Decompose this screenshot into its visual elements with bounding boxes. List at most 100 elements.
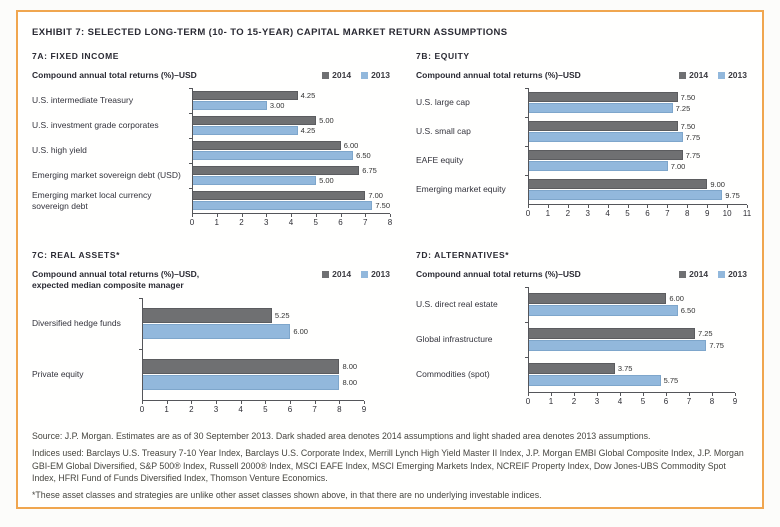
bar-2013 bbox=[143, 375, 340, 391]
chart-subtitle-row: Compound annual total returns (%)–USD 201… bbox=[416, 269, 747, 280]
chart-row: Emerging market sovereign debt (USD) 6.75… bbox=[32, 163, 390, 189]
bar-2014 bbox=[529, 92, 678, 103]
legend-year-2014: 2014 bbox=[332, 269, 352, 280]
axis-tick bbox=[643, 393, 644, 397]
chart-legend: 2014 2013 bbox=[679, 269, 747, 279]
axis-tick-label: 8 bbox=[685, 209, 690, 219]
axis-tick bbox=[192, 214, 193, 218]
category-label: Global infrastructure bbox=[416, 334, 493, 345]
bar-2013 bbox=[529, 132, 683, 143]
value-label-2014: 5.00 bbox=[319, 116, 334, 126]
bar-group: 7.50 7.25 bbox=[525, 88, 747, 118]
category-label: Emerging market local currency sovereign… bbox=[32, 189, 152, 211]
category-label: Emerging market sovereign debt (USD) bbox=[32, 170, 181, 181]
axis-tick bbox=[596, 393, 598, 397]
axis-tick-label: 6 bbox=[645, 209, 650, 219]
chart-row: U.S. intermediate Treasury 4.25 3.00 bbox=[32, 88, 390, 114]
axis-tick-label: 5 bbox=[640, 397, 646, 407]
x-axis-row: 0 1 2 3 4 5 6 7 8 9 bbox=[32, 400, 390, 417]
axis-tick bbox=[365, 214, 367, 218]
category-label: U.S. investment grade corporates bbox=[32, 120, 159, 131]
x-axis-spacer bbox=[416, 392, 528, 409]
axis-tick-label: 0 bbox=[139, 405, 145, 415]
chart-title: 7B: EQUITY bbox=[416, 51, 470, 61]
chart-subtitle: Compound annual total returns (%)–USD bbox=[416, 269, 581, 280]
bar-line-2014: 7.50 bbox=[529, 121, 747, 132]
chart-subtitle-row: Compound annual total returns (%)–USD 201… bbox=[32, 70, 390, 81]
legend-swatch-2013 bbox=[718, 71, 726, 79]
legend-item-2013: 2013 bbox=[718, 269, 747, 279]
axis-tick-label: 4 bbox=[605, 209, 610, 219]
bar-line-2013: 6.50 bbox=[529, 305, 735, 317]
chart-title: 7D: ALTERNATIVES* bbox=[416, 250, 510, 261]
legend-year-2014: 2014 bbox=[332, 70, 352, 80]
bar-line-2013: 5.75 bbox=[529, 375, 735, 387]
legend-swatch-2014 bbox=[322, 270, 330, 278]
chart-row: EAFE equity 7.75 7.00 bbox=[416, 146, 747, 176]
asterisk-note: *These asset classes and strategies are … bbox=[32, 490, 542, 501]
bar-2014 bbox=[193, 191, 366, 201]
category-label: U.S. small cap bbox=[416, 126, 471, 137]
x-axis-spacer bbox=[32, 400, 142, 417]
bar-line-2014: 7.00 bbox=[193, 191, 390, 201]
bar-line-2014: 7.50 bbox=[529, 92, 747, 103]
source-note: Source: J.P. Morgan. Estimates are as of… bbox=[32, 431, 651, 442]
axis-tick-label: 1 bbox=[545, 209, 551, 219]
axis-tick-label: 0 bbox=[525, 397, 531, 407]
axis-tick-label: 3 bbox=[585, 209, 590, 219]
x-axis-row: 0 1 2 3 4 5 6 7 8 9 10 11 bbox=[416, 204, 751, 221]
axis-tick-label: 7 bbox=[686, 397, 692, 407]
legend-swatch-2013 bbox=[718, 270, 726, 278]
chart-row: Global infrastructure 7.25 7.75 bbox=[416, 322, 747, 358]
axis-tick-label: 3 bbox=[213, 405, 219, 415]
chart-subtitle: Compound annual total returns (%)–USD bbox=[32, 70, 197, 81]
bar-line-2014: 7.25 bbox=[529, 328, 735, 340]
axis-tick bbox=[567, 205, 569, 209]
axis-tick-label: 7 bbox=[665, 209, 670, 219]
axis-tick bbox=[291, 214, 292, 218]
bar-2014 bbox=[143, 308, 272, 324]
category-label: Emerging market equity bbox=[416, 184, 506, 195]
bar-group: 8.00 8.00 bbox=[139, 349, 364, 401]
bar-group: 7.25 7.75 bbox=[525, 322, 735, 358]
axis-tick bbox=[707, 205, 709, 209]
bar-2013 bbox=[193, 101, 267, 111]
category-label: U.S. large cap bbox=[416, 97, 470, 108]
chart-row: U.S. high yield 6.00 6.50 bbox=[32, 138, 390, 164]
chart-rows: Diversified hedge funds 5.25 6.00 Private e… bbox=[32, 298, 390, 401]
legend-swatch-2014 bbox=[679, 270, 687, 278]
x-axis-spacer bbox=[416, 204, 528, 221]
axis-tick bbox=[727, 205, 729, 209]
bar-line-2014: 8.00 bbox=[143, 359, 364, 375]
value-label-2013: 6.00 bbox=[293, 327, 308, 337]
value-label-2013: 6.50 bbox=[680, 306, 696, 316]
category-label: U.S. high yield bbox=[32, 145, 87, 156]
axis-tick-label: 9 bbox=[704, 209, 710, 219]
chart-row: Emerging market equity 9.00 9.75 bbox=[416, 175, 747, 205]
legend-item-2013: 2013 bbox=[361, 269, 390, 279]
axis-tick-label: 6 bbox=[287, 405, 293, 415]
exhibit-panel: EXHIBIT 7: SELECTED LONG-TERM (10- TO 15… bbox=[16, 10, 764, 509]
value-label-2014: 9.00 bbox=[710, 179, 725, 189]
value-label-2014: 3.75 bbox=[617, 364, 633, 374]
chart-rows: U.S. large cap 7.50 7.25 U.S. small cap 7.50… bbox=[416, 88, 747, 205]
value-label-2013: 8.00 bbox=[342, 378, 358, 388]
chart-row: U.S. small cap 7.50 7.75 bbox=[416, 117, 747, 147]
chart-legend: 2014 2013 bbox=[322, 269, 390, 279]
chart-subtitle-line: expected median composite manager bbox=[32, 280, 184, 291]
bar-line-2013: 7.50 bbox=[193, 201, 390, 211]
bar-group: 5.00 4.25 bbox=[189, 113, 390, 139]
bar-2014 bbox=[193, 116, 317, 126]
axis-tick-label: 9 bbox=[361, 405, 367, 415]
legend-year-2013: 2013 bbox=[728, 70, 747, 80]
value-label-2013: 7.75 bbox=[685, 132, 701, 142]
axis-tick bbox=[528, 393, 529, 397]
axis-tick bbox=[665, 393, 667, 397]
axis-tick-label: 11 bbox=[742, 209, 752, 219]
bar-2013 bbox=[193, 201, 373, 211]
axis-tick-label: 2 bbox=[571, 397, 577, 407]
bar-2013 bbox=[193, 126, 298, 136]
axis-tick-label: 7 bbox=[363, 218, 368, 228]
value-label-2013: 5.75 bbox=[663, 376, 679, 386]
value-label-2013: 7.50 bbox=[375, 201, 390, 211]
